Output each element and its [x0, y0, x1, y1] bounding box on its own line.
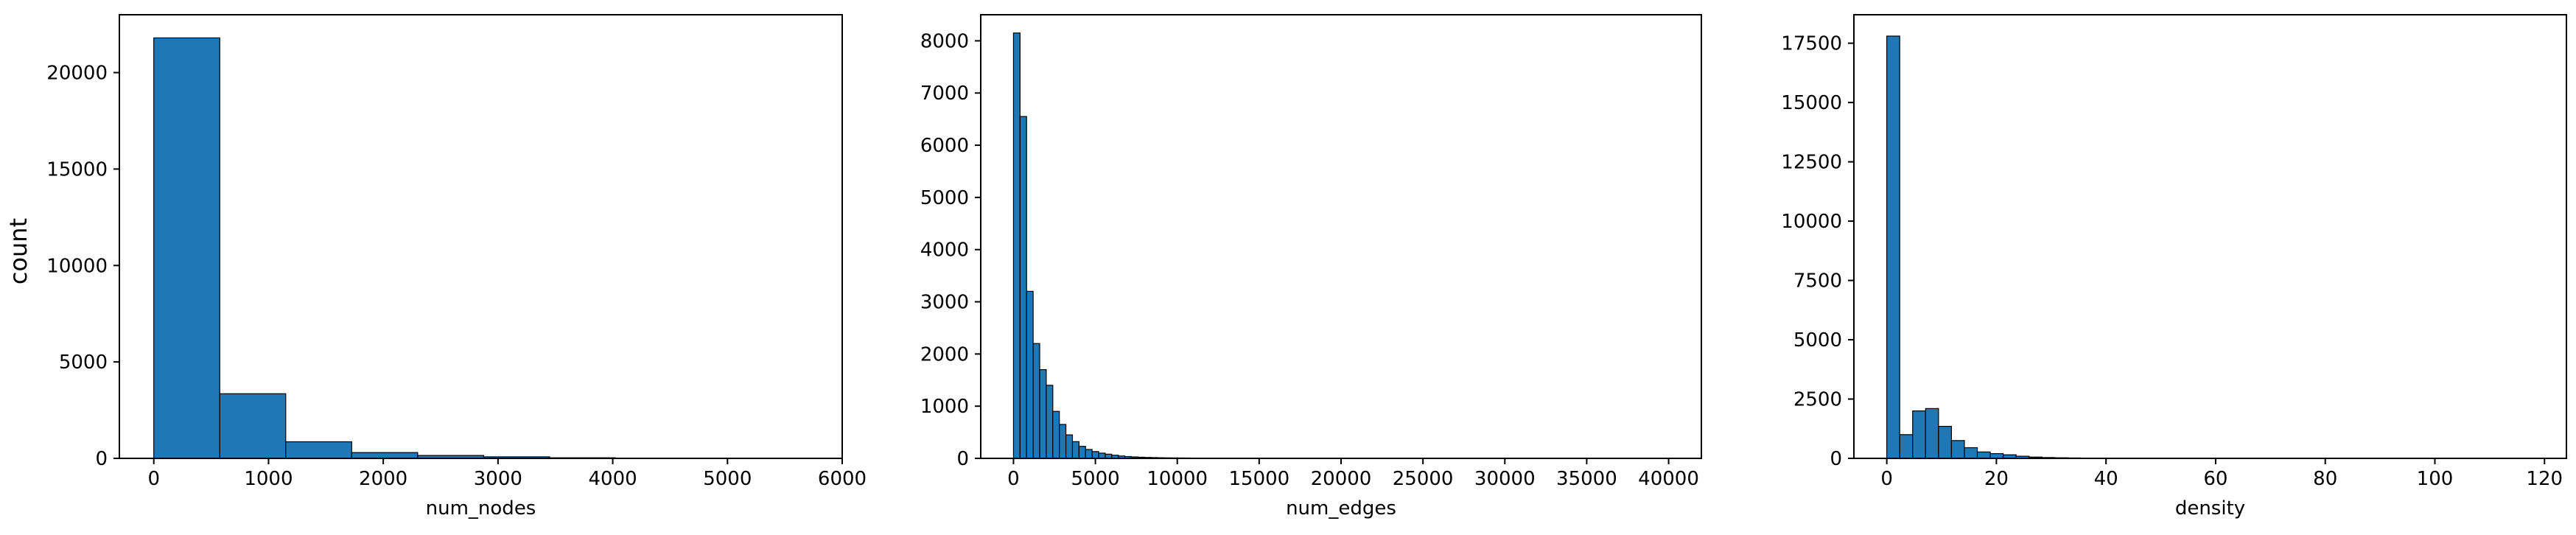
- x-tick-label: 40000: [1638, 468, 1699, 490]
- histogram-bar: [1085, 449, 1093, 459]
- histogram-bar: [1065, 434, 1074, 459]
- bars: [1012, 32, 1670, 459]
- histogram-bar: [1032, 343, 1040, 459]
- y-tick-label: 0: [956, 448, 969, 470]
- y-tick-label: 2500: [1793, 389, 1842, 411]
- histogram-bar: [1059, 424, 1067, 459]
- y-tick-label: 5000: [1793, 329, 1842, 352]
- y-tick-label: 17500: [1781, 33, 1842, 55]
- histogram-bar: [1078, 446, 1086, 459]
- histogram-bar: [1098, 452, 1106, 459]
- y-tick-label: 15000: [1781, 92, 1842, 114]
- histogram-bar: [1026, 290, 1034, 459]
- y-tick-label: 3000: [920, 292, 969, 314]
- y-tick-label: 6000: [920, 135, 969, 157]
- histogram-bar: [1964, 447, 1978, 459]
- y-tick-label: 12500: [1781, 152, 1842, 174]
- bars: [153, 37, 814, 459]
- x-tick-label: 3000: [474, 468, 522, 490]
- x-tick-label: 100: [2417, 468, 2454, 490]
- y-tick-label: 10000: [1781, 211, 1842, 233]
- histogram-bar: [1039, 369, 1047, 459]
- x-tick-label: 60: [2203, 468, 2227, 490]
- x-tick-label: 0: [1880, 468, 1893, 490]
- y-tick-label: 0: [95, 448, 108, 470]
- y-tick-label: 4000: [920, 239, 969, 262]
- histogram-bar: [285, 441, 352, 459]
- y-axis-label: count: [4, 218, 32, 284]
- y-tick-label: 15000: [46, 158, 108, 181]
- x-tick-label: 20: [1984, 468, 2009, 490]
- x-tick-label: 40: [2094, 468, 2118, 490]
- histogram-bar: [1925, 408, 1939, 459]
- y-tick-label: 2000: [920, 343, 969, 366]
- chart-panel-num_edges: 0 5000 10000 15000 20000 25000 30000 35000 40000…: [920, 14, 1702, 520]
- axes-frame: [119, 14, 843, 459]
- histogram-bar: [1071, 441, 1079, 459]
- x-tick-label: 5000: [703, 468, 752, 490]
- chart-panel-num_nodes: 0 1000 2000 3000 4000 5000 6000 0 5000 10000 15000…: [4, 14, 867, 520]
- bars: [1886, 35, 2534, 459]
- x-tick-label: 25000: [1393, 468, 1454, 490]
- histogram-bar: [1950, 440, 1965, 459]
- histogram-bar: [1976, 451, 1991, 459]
- histogram-bar: [1886, 35, 1900, 459]
- histogram-bar: [1912, 410, 1926, 459]
- y-tick-label: 10000: [46, 255, 108, 277]
- x-tick-label: 35000: [1556, 468, 1617, 490]
- x-tick-label: 6000: [818, 468, 867, 490]
- x-tick-label: 5000: [1071, 468, 1120, 490]
- chart-panel-density: 0 20 40 60 80 100 120 0 2500 5000 7500 10000 12500 15…: [1781, 14, 2567, 520]
- y-tick-label: 5000: [59, 352, 108, 374]
- histogram-bar: [153, 37, 220, 459]
- x-axis-label: num_nodes: [426, 497, 536, 520]
- histogram-bar: [1899, 434, 1914, 459]
- x-tick-label: 80: [2313, 468, 2337, 490]
- y-tick-label: 7500: [1793, 270, 1842, 293]
- x-tick-label: 0: [147, 468, 160, 490]
- histogram-bar: [1938, 425, 1953, 459]
- y-tick-label: 7000: [920, 83, 969, 105]
- x-tick-label: 2000: [359, 468, 407, 490]
- axes-frame: [980, 14, 1702, 459]
- histogram-bar: [1019, 116, 1027, 459]
- x-tick-label: 0: [1007, 468, 1020, 490]
- histogram-bar: [1091, 451, 1099, 459]
- x-tick-label: 4000: [588, 468, 637, 490]
- x-tick-label: 1000: [244, 468, 293, 490]
- x-tick-label: 15000: [1229, 468, 1290, 490]
- x-tick-label: 120: [2526, 468, 2563, 490]
- histogram-bar: [351, 452, 419, 459]
- y-tick-label: 20000: [46, 63, 108, 85]
- x-tick-label: 10000: [1147, 468, 1208, 490]
- x-tick-label: 30000: [1474, 468, 1536, 490]
- histogram-bar: [1012, 32, 1021, 459]
- axes-frame: [1853, 14, 2567, 459]
- histogram-bar: [1046, 385, 1054, 459]
- histogram-bar: [1052, 410, 1060, 459]
- histogram-bar: [219, 393, 287, 459]
- x-axis-label: num_edges: [1286, 497, 1396, 520]
- y-tick-label: 8000: [920, 30, 969, 52]
- x-axis-label: density: [2175, 497, 2245, 520]
- y-tick-label: 5000: [920, 187, 969, 209]
- x-tick-label: 20000: [1311, 468, 1372, 490]
- y-tick-label: 0: [1830, 448, 1842, 470]
- y-tick-label: 1000: [920, 396, 969, 418]
